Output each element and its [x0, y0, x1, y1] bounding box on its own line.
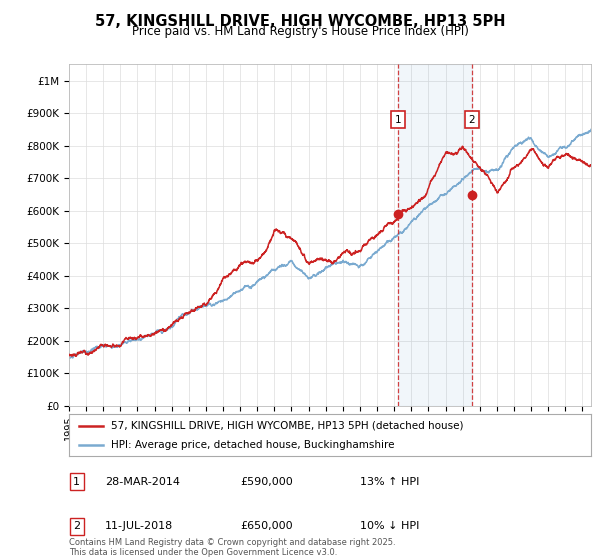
Text: Contains HM Land Registry data © Crown copyright and database right 2025.
This d: Contains HM Land Registry data © Crown c…	[69, 538, 395, 557]
Bar	[398, 64, 472, 406]
Text: Price paid vs. HM Land Registry's House Price Index (HPI): Price paid vs. HM Land Registry's House …	[131, 25, 469, 38]
Text: 57, KINGSHILL DRIVE, HIGH WYCOMBE, HP13 5PH (detached house): 57, KINGSHILL DRIVE, HIGH WYCOMBE, HP13 …	[111, 421, 463, 431]
Text: 1: 1	[73, 477, 80, 487]
Text: HPI: Average price, detached house, Buckinghamshire: HPI: Average price, detached house, Buck…	[111, 440, 394, 450]
Text: £590,000: £590,000	[240, 477, 293, 487]
Text: 2: 2	[469, 115, 475, 125]
Text: 11-JUL-2018: 11-JUL-2018	[105, 521, 173, 531]
Text: 13% ↑ HPI: 13% ↑ HPI	[360, 477, 419, 487]
Text: 2: 2	[73, 521, 80, 531]
Text: 1: 1	[395, 115, 401, 125]
Text: 57, KINGSHILL DRIVE, HIGH WYCOMBE, HP13 5PH: 57, KINGSHILL DRIVE, HIGH WYCOMBE, HP13 …	[95, 14, 505, 29]
Text: 28-MAR-2014: 28-MAR-2014	[105, 477, 180, 487]
Text: 10% ↓ HPI: 10% ↓ HPI	[360, 521, 419, 531]
Text: £650,000: £650,000	[240, 521, 293, 531]
